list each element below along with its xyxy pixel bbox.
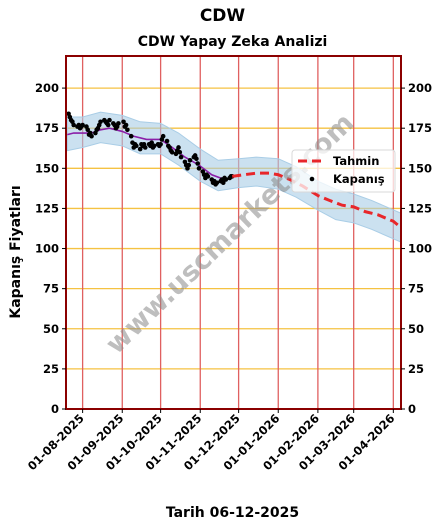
close-point [176,145,181,150]
close-point [98,119,103,125]
trend-line [67,127,233,181]
close-point [125,127,130,133]
close-point [220,180,226,186]
y-tick-label-right: 25 [408,362,424,376]
close-point [186,162,192,168]
y-tick-label: 200 [35,81,59,95]
close-point [196,166,202,171]
forecast-line [232,171,402,229]
y-tick-label-right: 75 [408,282,424,296]
y-tick-label-right: 150 [408,161,432,175]
forecast-series [232,171,402,229]
close-point [187,157,193,163]
y-tick-label: 50 [43,322,59,336]
date-footer: Tarih 06-12-2025 [165,505,300,521]
close-point [137,146,143,152]
close-point [195,161,200,166]
figure-title: CDW [199,6,246,26]
y-tick-label-right: 200 [408,81,432,95]
close-point [107,117,112,123]
close-point [214,180,220,186]
close-point [134,143,139,149]
close-point [80,122,85,128]
close-point [151,143,157,149]
close-point [142,145,148,150]
y-tick-label-right: 0 [408,402,416,416]
close-point [158,141,163,147]
y-axis-right: 0 25 50 75 100 125 150 175 200 [401,81,432,416]
close-point [128,133,134,139]
close-point [116,121,121,126]
y-axis-label: Kapanış Fiyatları [8,185,24,318]
close-point [169,149,175,155]
chart-title: CDW Yapay Zeka Analizi [137,34,328,50]
y-tick-label: 0 [51,402,59,416]
close-point [149,140,154,145]
close-point [71,122,76,128]
y-tick-label: 75 [43,282,59,296]
close-point [105,122,111,128]
close-point [160,133,166,139]
y-tick-label-right: 175 [408,121,432,135]
y-tick-label: 100 [35,242,59,256]
x-axis: 01-08-202501-09-202501-10-202501-11-2025… [25,409,397,473]
y-tick-label-right: 125 [408,201,432,215]
y-tick-label-right: 50 [408,322,424,336]
y-tick-label-right: 100 [408,242,432,256]
y-tick-label: 125 [35,201,59,215]
y-tick-label: 25 [43,362,59,376]
trend-polyline [67,127,233,181]
y-tick-label: 175 [35,121,59,135]
legend-forecast-label: Tahmin [333,154,379,168]
legend-close-label: Kapanış [333,172,385,186]
close-point [194,156,199,161]
close-point [205,174,211,179]
close-point [177,149,183,155]
frame-rect [65,55,402,410]
close-point [121,119,126,125]
y-axis-left: 0 25 50 75 100 125 150 175 200 [35,81,66,416]
close-point [85,127,91,133]
close-point [178,154,184,160]
plot-frame [65,55,402,410]
close-point [89,133,94,139]
close-point [223,177,229,182]
close-point [164,138,170,144]
legend-close-swatch [309,176,315,182]
legend: Tahmin Kapanış [291,149,396,193]
y-tick-label: 150 [35,161,59,175]
close-point [123,122,129,128]
